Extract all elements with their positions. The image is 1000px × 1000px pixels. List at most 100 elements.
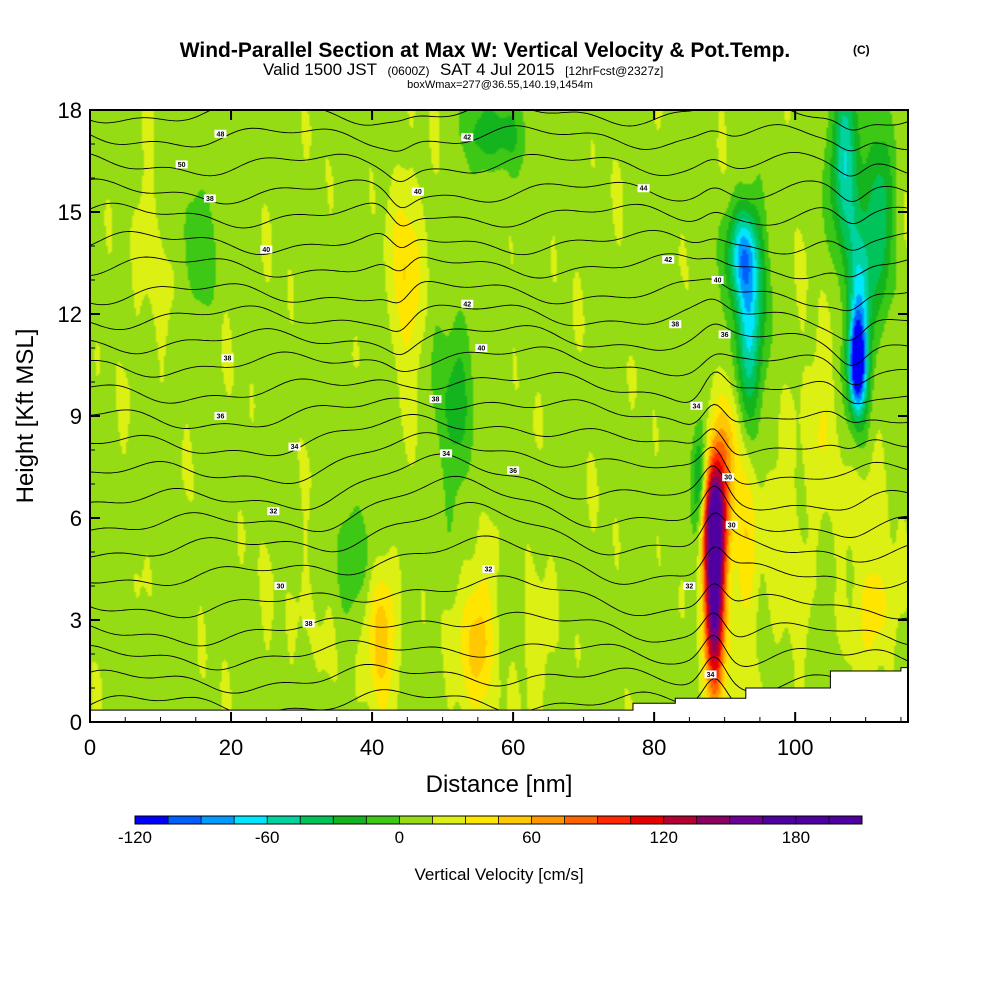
contour-label-bg [475,344,488,352]
colorbar-bin [366,816,400,824]
x-tick-label: 0 [84,735,96,760]
theta-contour [90,501,908,563]
contour-label: 32 [485,567,493,574]
colorbar-bin [828,816,863,824]
contour-label: 42 [463,301,471,308]
x-tick-label: 60 [501,735,525,760]
colorbar-bin [432,816,466,824]
colorbar-tick-label: -60 [255,828,280,847]
y-tick-label: 6 [70,506,82,531]
contour-label-bg [260,245,273,254]
y-axis-title: Height [Kft MSL] [12,329,39,504]
contour-label: 42 [664,257,672,264]
contour-label: 40 [714,278,722,285]
plot-area: 38 30 32 34 36 38 40 38 50 48 40 42 44 42 40 38 34 36 32 42… [90,110,908,722]
contour-label-bg [203,194,216,203]
theta-contour [90,323,908,366]
chart-subtitle: Valid 1500 JST (0600Z) SAT 4 Jul 2015 [1… [263,60,663,79]
theta-contour [90,453,908,511]
contour-label: 50 [178,162,186,169]
x-axis-title: Distance [nm] [426,771,573,798]
contour-label: 40 [477,346,485,353]
contour-label: 32 [269,509,277,516]
theta-contour [90,414,908,457]
chart-box-info: boxWmax=277@36.55,140.19,1454m [407,79,593,91]
colorbar-bin [135,816,169,824]
contour-label-bg [429,395,442,403]
colorbar-bin [300,816,334,824]
contour-label: 48 [217,131,225,138]
colorbar-bin [630,816,665,824]
colorbar-bin [267,816,301,824]
contour-label: 36 [721,332,729,339]
theta-contour [90,575,908,620]
y-tick-label: 12 [58,302,82,327]
colorbar-tick-label: 60 [522,828,541,847]
contour-label: 38 [671,322,679,329]
y-tick-label: 9 [70,404,82,429]
colorbar-bin [498,816,533,824]
colorbar-bin [597,816,632,824]
contour-label-bg [214,129,227,138]
contour-label-bg [221,354,234,363]
theta-contour [90,432,908,485]
colorbar-bin [531,816,566,824]
colorbar-bin [729,816,764,824]
contour-label-bg [440,449,453,458]
contour-label-bg [482,565,495,573]
theta-contour [90,178,908,209]
contour-label-bg [662,255,675,264]
contour-label-bg [507,466,520,475]
colorbar [134,815,863,825]
contour-label: 34 [707,672,715,679]
colorbar-bin [399,816,433,824]
theta-contour [90,397,908,429]
theta-contour [90,202,908,229]
theta-contour [90,346,908,386]
theta-contour [90,298,908,341]
x-tick-label: 20 [219,735,243,760]
contour-label: 42 [463,135,471,142]
terrain-mask [90,667,908,722]
contour-label-bg [411,187,424,196]
theta-contour [90,253,908,280]
contour-labels: 38 30 32 34 36 38 40 38 50 48 40 42 44 42 40 38 34 36 32 42… [175,129,738,679]
theta-contour [90,278,908,312]
contour-label: 30 [728,522,736,529]
contour-label-bg [637,184,650,193]
y-tick-label: 3 [70,608,82,633]
contour-label-bg [711,276,724,284]
theta-contour [90,371,908,405]
contour-label: 34 [291,444,299,451]
colorbar-labels: -120 -60 0 60 120 180 [118,828,810,847]
contour-label-bg [302,619,315,628]
contour-label-bg [718,330,731,339]
contour-label: 30 [276,584,284,591]
colorbar-bin [762,816,797,824]
colorbar-bin [465,816,499,824]
colorbar-bin [696,816,731,824]
colorbar-tick-label: -120 [118,828,152,847]
contour-label-bg [175,160,188,169]
contour-label: 38 [206,196,214,203]
x-tick-label: 40 [360,735,384,760]
theta-contour [90,151,908,183]
chart-title: Wind-Parallel Section at Max W: Vertical… [180,39,791,62]
contour-label: 34 [693,403,701,410]
colorbar-tick-label: 180 [782,828,810,847]
x-tick-label: 100 [777,735,814,760]
contour-label: 38 [224,356,232,363]
contour-label: 34 [442,451,450,458]
contour-label-bg [288,442,301,451]
colorbar-tick-label: 0 [395,828,404,847]
x-axis: 0 20 40 60 80 100 [84,110,902,760]
contour-label-bg [214,412,227,420]
contour-label: 36 [509,468,517,475]
contour-label: 30 [724,475,732,482]
contour-label-bg [725,520,738,529]
x-tick-label: 80 [642,735,666,760]
contour-label-bg [690,401,703,410]
contour-label: 40 [414,189,422,196]
